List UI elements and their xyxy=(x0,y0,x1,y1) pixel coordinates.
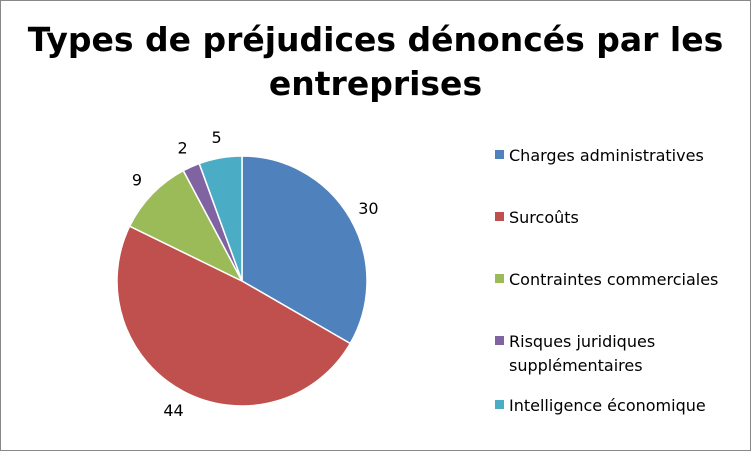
legend-label: Surcoûts xyxy=(509,208,579,227)
legend-label: Charges administratives xyxy=(509,146,704,165)
legend-entry: Charges administratives xyxy=(495,144,739,168)
slice-charges-administratives xyxy=(241,155,368,345)
legend-entry: Risques juridiques supplémentaires xyxy=(495,330,739,378)
slice-contraintes-commerciales xyxy=(128,169,244,283)
slice-intelligence-economique xyxy=(198,155,243,282)
chart-title: Types de préjudices dénoncés par les ent… xyxy=(27,20,724,103)
legend-label: Intelligence économique xyxy=(509,396,706,415)
legend-entry: Contraintes commerciales xyxy=(495,268,739,292)
slice-label-intelligence: 5 xyxy=(212,128,222,147)
legend-label: Contraintes commerciales xyxy=(509,270,719,289)
slice-label-contraintes: 9 xyxy=(132,171,142,190)
legend-label: Risques juridiques supplémentaires xyxy=(509,332,656,375)
legend-swatch xyxy=(495,336,504,345)
legend-swatch xyxy=(495,150,504,159)
slice-label-charges: 30 xyxy=(358,199,378,218)
legend-swatch xyxy=(495,400,504,409)
slice-label-surcouts: 44 xyxy=(163,401,183,420)
legend-entry: Intelligence économique xyxy=(495,394,739,418)
legend-swatch xyxy=(495,212,504,221)
slice-surcouts xyxy=(116,225,352,407)
legend-entry: Surcoûts xyxy=(495,206,739,230)
legend-swatch xyxy=(495,274,504,283)
slice-label-risques: 2 xyxy=(178,139,188,158)
